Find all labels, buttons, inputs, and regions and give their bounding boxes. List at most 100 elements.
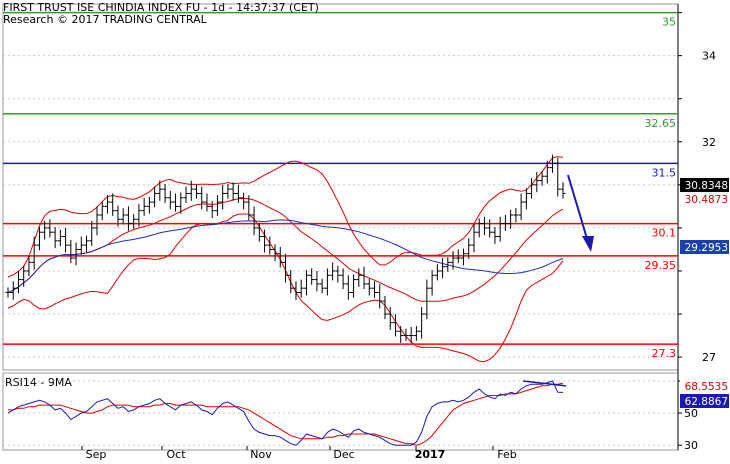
last-price-tag-text: 30.8348 [685, 180, 728, 192]
price-bar [335, 265, 341, 283]
price-bar [272, 244, 278, 262]
price-bar [539, 171, 545, 186]
price-bar [141, 197, 147, 216]
rsi-tag: 62.8867 [680, 394, 729, 408]
price-bar [152, 186, 158, 208]
bollinger-tag-text: 30.4873 [685, 194, 728, 206]
chart-title: FIRST TRUST ISE CHINDIA INDEX FU - 1d - … [3, 1, 319, 14]
price-bar [502, 214, 508, 231]
price-bar [225, 183, 231, 199]
price-panel-frame [2, 3, 679, 371]
moving-average-tag-box [680, 240, 729, 254]
forecast-arrow-head [582, 236, 594, 252]
price-bar [78, 236, 84, 255]
price-bar [84, 235, 90, 253]
price-bar [94, 206, 100, 236]
price-bar [293, 281, 299, 300]
price-bar [42, 221, 48, 240]
price-bar [382, 295, 388, 320]
x-tick-label: Sep [86, 448, 107, 460]
bollinger-upper-line [7, 156, 564, 278]
level-label: 30.1 [652, 227, 677, 240]
price-bar [314, 270, 320, 292]
price-bar [5, 287, 11, 298]
price-bar [183, 186, 189, 203]
price-bar [235, 184, 241, 203]
price-bar [387, 307, 393, 330]
rsi-tick-label: 50 [684, 407, 698, 420]
level-label: 31.5 [652, 166, 677, 179]
price-bar [324, 268, 330, 296]
price-bar [36, 227, 42, 251]
price-bar [131, 214, 137, 229]
price-bar [361, 266, 367, 290]
price-bar [372, 281, 378, 298]
price-bar [434, 264, 440, 281]
price-bar [356, 268, 362, 287]
rsi-ma-tag: 68.5535 [680, 379, 729, 393]
x-tick-label: 2017 [415, 448, 446, 460]
rsi-tag-box [680, 394, 729, 408]
price-bar [476, 218, 482, 238]
rsi-tag-text: 62.8867 [685, 396, 728, 408]
last-price-tag-box [680, 178, 729, 192]
price-bar [481, 216, 487, 236]
rsi-tick-label: 30 [684, 439, 698, 452]
price-bar [15, 270, 21, 294]
price-tick-label: 34 [702, 50, 716, 63]
price-bar [146, 196, 152, 214]
price-bar [351, 274, 357, 298]
price-bar [461, 248, 467, 266]
price-bar [52, 227, 58, 249]
chart-copyright: Research © 2017 TRADING CENTRAL [3, 13, 207, 26]
rsi-ma-tag-text: 68.5535 [685, 381, 728, 393]
price-bar [303, 270, 309, 296]
price-bar [63, 227, 69, 253]
price-bar [309, 268, 315, 285]
price-bar [204, 193, 210, 212]
price-bar [298, 279, 304, 298]
price-bar [99, 201, 105, 221]
last-price-tag: 30.8348 [680, 178, 729, 192]
price-bar [403, 328, 409, 341]
price-bar [429, 270, 435, 296]
price-bar [345, 275, 351, 300]
price-bar [167, 190, 173, 210]
price-bar [450, 251, 456, 270]
price-bar [366, 278, 372, 296]
moving-average-tag-text: 29.2953 [685, 242, 728, 254]
price-bar [523, 188, 529, 210]
price-bar [178, 192, 184, 214]
price-bar [283, 253, 288, 283]
moving-average-line [7, 219, 564, 293]
price-bar [550, 154, 556, 173]
price-bar [466, 238, 472, 259]
price-bar [89, 221, 95, 246]
price-bar [193, 183, 199, 199]
price-bar [288, 270, 294, 294]
price-bar [209, 201, 215, 219]
rsi-ma-tag-box [680, 379, 729, 393]
x-tick-label: Oct [166, 448, 186, 460]
price-bar [125, 206, 131, 231]
price-bar [214, 195, 220, 216]
price-bar [26, 255, 32, 277]
price-bar [340, 268, 346, 290]
price-bar [47, 219, 53, 238]
price-bar [392, 314, 398, 337]
price-bar [188, 180, 194, 201]
price-bar [529, 177, 535, 199]
price-bar [497, 216, 503, 242]
price-bar [319, 278, 325, 294]
price-bar [408, 326, 414, 343]
price-bar [136, 203, 142, 227]
price-bar [445, 257, 451, 272]
price-bar [555, 158, 561, 197]
moving-average-tag: 29.2953 [680, 240, 729, 254]
price-bar [419, 307, 425, 339]
x-tick-label: Dec [333, 448, 354, 460]
level-label: 32.65 [645, 117, 677, 130]
price-bar [377, 283, 383, 309]
